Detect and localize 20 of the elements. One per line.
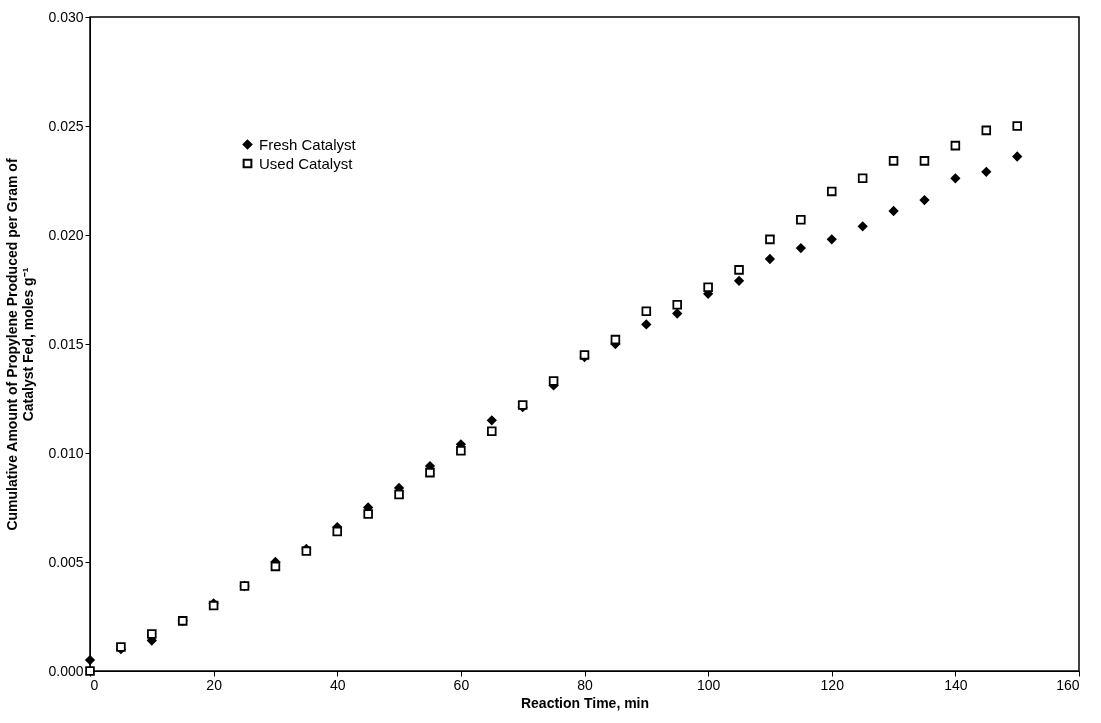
x-tick-label: 80: [577, 676, 593, 693]
y-axis-title: Cumulative Amount of Propylene Produced per Gram of Catalyst Fed, moles g⁻¹: [4, 158, 37, 531]
y-tick-label: 0.030: [48, 8, 84, 25]
y-tick-label: 0.000: [48, 662, 84, 679]
x-tick-label: 140: [944, 676, 968, 693]
x-tick-label: 100: [696, 676, 721, 693]
x-tick-label: 120: [820, 676, 845, 693]
y-tick-label: 0.025: [48, 117, 84, 134]
x-tick-label: 0: [90, 676, 99, 693]
x-tick-label: 60: [453, 676, 470, 693]
x-tick-label: 20: [206, 676, 223, 693]
legend-label: Used Catalyst: [259, 154, 354, 172]
x-axis-title: Reaction Time, min: [520, 694, 650, 711]
x-tick-label: 40: [329, 676, 346, 693]
legend-label: Fresh Catalyst: [259, 135, 357, 153]
x-tick-label: 160: [1056, 676, 1080, 693]
y-tick-label: 0.020: [48, 226, 84, 243]
y-tick-label: 0.005: [48, 553, 84, 570]
y-tick-label: 0.015: [48, 335, 84, 352]
y-tick-label: 0.010: [48, 444, 84, 461]
